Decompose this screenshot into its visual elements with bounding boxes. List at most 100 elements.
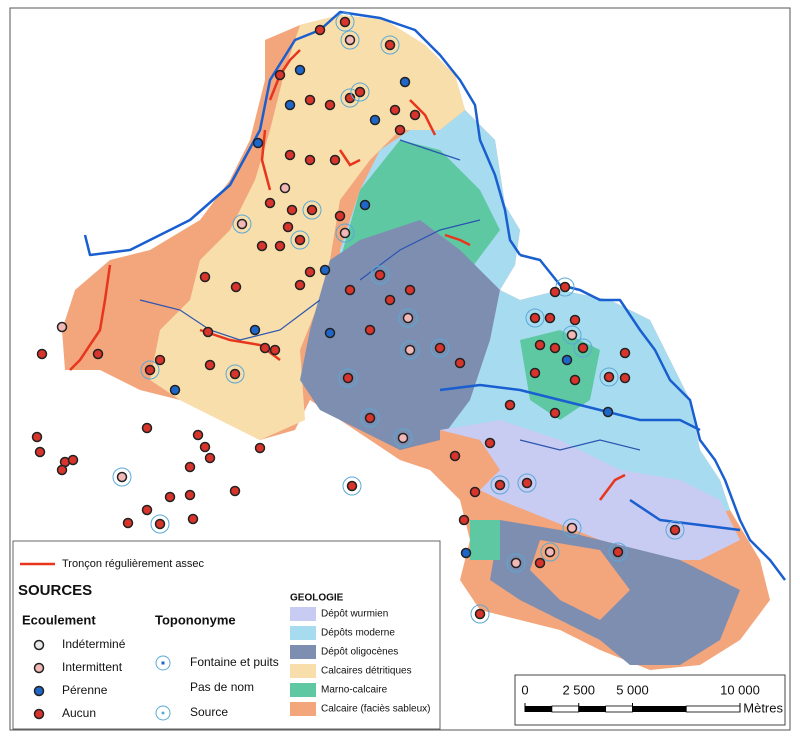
source-point bbox=[344, 284, 356, 296]
source-point bbox=[602, 406, 614, 418]
legend-flow-label: Intermittent bbox=[62, 660, 123, 674]
source-point bbox=[510, 557, 522, 569]
source-ring bbox=[608, 542, 628, 562]
source-point bbox=[294, 279, 306, 291]
source-point bbox=[404, 344, 416, 356]
river bbox=[83, 10, 522, 257]
source-point bbox=[359, 199, 371, 211]
source-point bbox=[529, 312, 541, 324]
source-point bbox=[204, 452, 216, 464]
legend-geology-swatch bbox=[290, 645, 316, 659]
wurmian-deposits bbox=[440, 420, 740, 560]
dry-section bbox=[268, 49, 301, 101]
source-ring bbox=[112, 467, 132, 487]
legend-flow-label: Aucun bbox=[62, 706, 96, 720]
legend-flow-swatch bbox=[33, 639, 45, 651]
dry-section bbox=[444, 233, 471, 247]
source-point bbox=[304, 266, 316, 278]
source-point bbox=[339, 227, 351, 239]
source-point bbox=[549, 407, 561, 419]
source-point bbox=[67, 454, 79, 466]
source-point bbox=[384, 39, 396, 51]
oligocene-deposits bbox=[300, 220, 500, 450]
source-point bbox=[612, 546, 624, 558]
source-point bbox=[384, 294, 396, 306]
scale-segment bbox=[578, 706, 606, 712]
source-ring bbox=[290, 230, 310, 250]
source-point bbox=[544, 312, 556, 324]
source-point bbox=[559, 281, 571, 293]
limestone-sandy-3 bbox=[440, 430, 500, 500]
legend-geology-swatch bbox=[290, 702, 316, 716]
river bbox=[439, 383, 701, 432]
source-point bbox=[254, 442, 266, 454]
source-point bbox=[434, 342, 446, 354]
source-point bbox=[569, 374, 581, 386]
source-point bbox=[284, 149, 296, 161]
legend-geology-label: Dépôts moderne bbox=[321, 628, 395, 639]
scale-segment bbox=[551, 705, 580, 713]
source-point bbox=[549, 286, 561, 298]
scale-tick-label: 0 bbox=[521, 682, 528, 697]
river bbox=[519, 253, 786, 581]
source-ring bbox=[340, 88, 360, 108]
source-point bbox=[397, 432, 409, 444]
source-ring bbox=[506, 553, 526, 573]
source-ring bbox=[140, 360, 160, 380]
source-point bbox=[256, 240, 268, 252]
source-ring bbox=[573, 338, 593, 358]
source-ring bbox=[302, 200, 322, 220]
source-point bbox=[269, 344, 281, 356]
dry-section bbox=[599, 473, 626, 501]
sources bbox=[31, 12, 685, 624]
dry-section bbox=[199, 328, 281, 361]
stream bbox=[359, 219, 481, 281]
source-ring bbox=[400, 340, 420, 360]
source-ring bbox=[225, 364, 245, 384]
source-point bbox=[252, 137, 264, 149]
dry-sections bbox=[69, 49, 626, 501]
marl-limestone-3 bbox=[470, 520, 500, 560]
source-point bbox=[344, 34, 356, 46]
source-point bbox=[306, 204, 318, 216]
source-ring bbox=[599, 367, 619, 387]
source-point bbox=[354, 86, 366, 98]
scale-segment bbox=[632, 706, 687, 712]
source-point bbox=[122, 517, 134, 529]
source-ring bbox=[335, 12, 355, 32]
dry-section bbox=[338, 149, 361, 167]
source-point bbox=[154, 354, 166, 366]
source-point bbox=[460, 547, 472, 559]
source-point bbox=[249, 324, 261, 336]
source-ring bbox=[340, 30, 360, 50]
dry-section bbox=[260, 129, 272, 191]
source-point bbox=[339, 16, 351, 28]
source-point bbox=[394, 124, 406, 136]
legend-geology-swatch bbox=[290, 607, 316, 621]
source-ring bbox=[517, 473, 537, 493]
source-point bbox=[566, 522, 578, 534]
source-point bbox=[494, 479, 506, 491]
legend-geology-label: Dépôt oligocènes bbox=[321, 647, 398, 658]
source-point bbox=[364, 324, 376, 336]
stream bbox=[519, 439, 641, 451]
source-point bbox=[229, 368, 241, 380]
detrital-limestone bbox=[150, 15, 465, 440]
marl-limestone-2 bbox=[520, 330, 600, 420]
source-point bbox=[116, 471, 128, 483]
source-ring bbox=[430, 338, 450, 358]
source-point bbox=[92, 348, 104, 360]
source-point bbox=[184, 461, 196, 473]
source-point bbox=[304, 154, 316, 166]
source-point bbox=[294, 64, 306, 76]
stream bbox=[139, 299, 321, 341]
legend-toponym-label: Source bbox=[190, 705, 228, 719]
source-point bbox=[31, 431, 43, 443]
rivers bbox=[83, 10, 786, 581]
source-point bbox=[230, 281, 242, 293]
source-point bbox=[34, 446, 46, 458]
source-point bbox=[36, 348, 48, 360]
source-point bbox=[374, 269, 386, 281]
source-point bbox=[229, 485, 241, 497]
scale-segment bbox=[685, 705, 741, 713]
